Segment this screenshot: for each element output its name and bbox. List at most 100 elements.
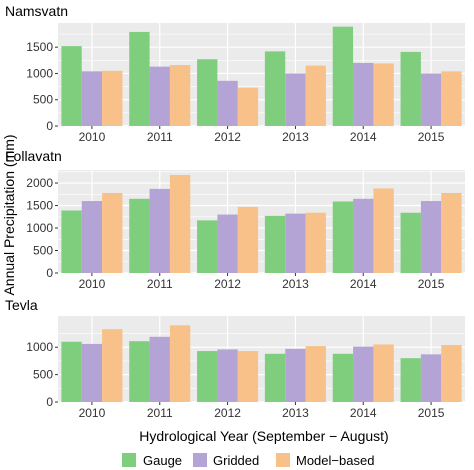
bar-namsvatn-gauge-2013 — [264, 51, 286, 127]
panel-title-tevla: Tevla — [5, 297, 38, 313]
x-tick-label: 2012 — [214, 130, 241, 144]
panel-title-namsvatn: Namsvatn — [5, 3, 68, 19]
y-tick-label: 500 — [33, 93, 53, 107]
bar-tevla-gridded-2012 — [217, 349, 238, 402]
x-tick-label: 2014 — [350, 277, 377, 291]
bar-follavatn-gridded-2014 — [353, 198, 374, 273]
plot-background-namsvatn — [58, 23, 465, 126]
y-tick-label: 1000 — [26, 66, 53, 80]
bar-tevla-model-based-2013 — [305, 346, 326, 402]
bar-tevla-model-based-2014 — [373, 344, 394, 402]
bar-follavatn-model-based-2011 — [169, 174, 191, 273]
plot-background-tevla — [58, 316, 465, 402]
y-tick-label: 500 — [33, 368, 53, 382]
y-tick-label: 1000 — [26, 340, 53, 354]
x-tick-label: 2015 — [418, 130, 445, 144]
x-tick-label: 2011 — [147, 130, 173, 144]
x-tick-label: 2011 — [147, 277, 173, 291]
y-tick-label: 0 — [46, 119, 53, 133]
bar-follavatn-gauge-2014 — [332, 201, 354, 273]
bar-follavatn-model-based-2014 — [373, 188, 394, 273]
bar-namsvatn-gauge-2012 — [197, 59, 218, 126]
bar-namsvatn-gridded-2014 — [353, 62, 374, 126]
y-tick-label: 500 — [33, 244, 53, 258]
x-tick-label: 2015 — [418, 277, 445, 291]
bar-namsvatn-model-based-2012 — [237, 87, 259, 126]
bar-follavatn-gauge-2013 — [264, 215, 286, 273]
x-tick-label: 2013 — [282, 277, 309, 291]
x-tick-label: 2014 — [350, 130, 377, 144]
bar-namsvatn-model-based-2014 — [373, 63, 394, 126]
x-tick-label: 2010 — [79, 277, 106, 291]
panel-title-follavatn: Follavatn — [5, 148, 62, 164]
legend-label-gridded: Gridded — [213, 453, 259, 468]
bar-follavatn-gridded-2013 — [285, 213, 306, 273]
bar-namsvatn-gridded-2013 — [285, 73, 306, 126]
x-tick-label: 2015 — [418, 406, 445, 420]
bar-namsvatn-model-based-2010 — [102, 70, 123, 126]
legend-swatch-gauge — [122, 453, 136, 467]
x-tick-label: 2013 — [282, 406, 309, 420]
legend-label-gauge: Gauge — [143, 453, 182, 468]
bar-tevla-gauge-2014 — [332, 353, 354, 402]
plot-background-follavatn — [58, 170, 465, 273]
bar-tevla-model-based-2011 — [169, 325, 191, 402]
bar-follavatn-model-based-2015 — [441, 192, 462, 273]
bar-namsvatn-model-based-2011 — [169, 65, 191, 126]
bar-tevla-gauge-2015 — [400, 358, 421, 402]
bar-tevla-gauge-2012 — [197, 351, 218, 402]
y-tick-label: 1000 — [26, 221, 53, 235]
x-tick-label: 2013 — [282, 130, 309, 144]
chart-panels: Namsvatn 0 500 1000 1500 2010 2011 2012 2013 2014… — [5, 3, 465, 420]
bar-tevla-gridded-2013 — [285, 348, 306, 402]
bar-follavatn-gauge-2015 — [400, 212, 421, 273]
x-tick-label: 2010 — [79, 406, 106, 420]
legend-label-model-based: Model−based — [296, 453, 374, 468]
panel-follavatn: Follavatn 0 500 1000 1500 2000 2010 2011 2012 201… — [5, 148, 465, 291]
bar-follavatn-gauge-2010 — [61, 210, 82, 273]
bar-follavatn-model-based-2013 — [305, 212, 326, 273]
bar-follavatn-gridded-2012 — [217, 214, 238, 273]
bar-namsvatn-model-based-2015 — [441, 71, 462, 126]
bar-tevla-gauge-2011 — [129, 341, 150, 402]
bar-follavatn-gridded-2015 — [420, 201, 442, 273]
bar-follavatn-gridded-2011 — [149, 188, 170, 273]
bar-namsvatn-gridded-2015 — [420, 73, 442, 126]
legend-swatch-model-based — [276, 453, 290, 467]
x-axis-label: Hydrological Year (September − August) — [139, 428, 388, 444]
bar-namsvatn-gauge-2010 — [61, 46, 82, 126]
bar-tevla-gridded-2014 — [353, 346, 374, 402]
y-tick-label: 2000 — [26, 176, 53, 190]
bar-follavatn-gauge-2011 — [129, 198, 150, 273]
bar-follavatn-model-based-2010 — [102, 192, 123, 273]
bar-tevla-gauge-2013 — [264, 353, 286, 402]
bar-namsvatn-gauge-2011 — [129, 31, 150, 127]
bar-namsvatn-model-based-2013 — [305, 65, 326, 126]
y-tick-label: 0 — [46, 266, 53, 280]
y-tick-label: 0 — [46, 395, 53, 409]
y-tick-label: 1500 — [26, 40, 53, 54]
bar-tevla-model-based-2012 — [237, 351, 259, 402]
y-axis-label: Annual Precipitation (mm) — [1, 134, 17, 295]
bar-follavatn-gridded-2010 — [81, 201, 103, 273]
bar-tevla-model-based-2010 — [102, 329, 123, 402]
y-tick-label: 1500 — [26, 199, 53, 213]
bar-namsvatn-gauge-2015 — [400, 51, 421, 126]
bar-follavatn-model-based-2012 — [237, 206, 259, 273]
legend: Gauge Gridded Model−based — [122, 453, 374, 468]
bar-namsvatn-gauge-2014 — [332, 26, 354, 126]
bar-namsvatn-gridded-2010 — [81, 71, 103, 126]
panel-tevla: Tevla 0 500 1000 2010 2011 2012 2013 2014 2015 — [5, 297, 465, 420]
bar-tevla-gridded-2015 — [420, 354, 442, 402]
x-tick-label: 2011 — [147, 406, 173, 420]
x-tick-label: 2012 — [214, 406, 241, 420]
x-tick-label: 2012 — [214, 277, 241, 291]
bar-tevla-model-based-2015 — [441, 345, 462, 402]
bar-namsvatn-gridded-2012 — [217, 80, 238, 126]
bar-tevla-gridded-2011 — [149, 336, 170, 402]
x-tick-label: 2014 — [350, 406, 377, 420]
panel-namsvatn: Namsvatn 0 500 1000 1500 2010 2011 2012 2013 2014… — [5, 3, 465, 144]
bar-tevla-gauge-2010 — [61, 341, 82, 402]
legend-swatch-gridded — [193, 453, 207, 467]
